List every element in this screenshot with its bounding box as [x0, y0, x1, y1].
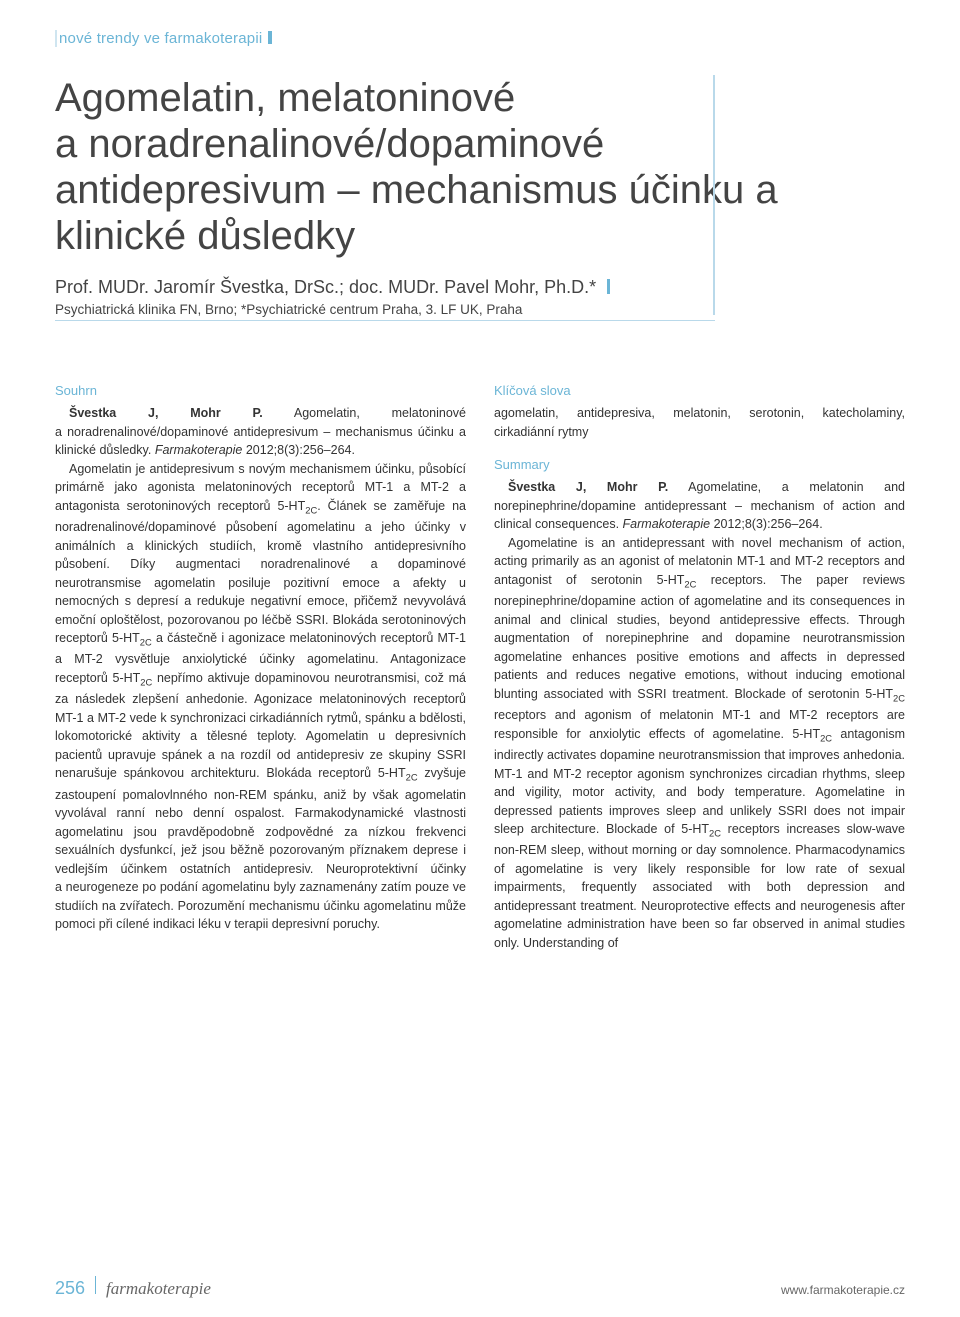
footer-url: www.farmakoterapie.cz [781, 1283, 905, 1297]
sub-2c: 2C [305, 505, 317, 515]
footer-divider-icon [95, 1276, 96, 1294]
body-part-e: zvyšuje zastoupení pomalovlnného non-REM… [55, 766, 466, 931]
author-pipe-icon [607, 279, 610, 294]
summary-citation: Švestka J, Mohr P. Agomelatine, a melato… [494, 478, 905, 534]
summary-ref: 2012;8(3):256–264. [710, 517, 823, 531]
article-title: Agomelatin, melatoninové a noradrenalino… [55, 75, 815, 259]
authors: Prof. MUDr. Jaromír Švestka, DrSc.; doc.… [55, 277, 596, 297]
sub-2c: 2C [684, 579, 696, 589]
sbody-e: receptors increases slow-wave non-REM sl… [494, 822, 905, 950]
sub-2c: 2C [820, 733, 832, 743]
body-part-b: . Článek se zaměřuje na noradrenalinové/… [55, 499, 466, 645]
page-footer: 256 farmakoterapie www.farmakoterapie.cz [55, 1276, 905, 1299]
abstract-columns: Souhrn Švestka J, Mohr P. Agomelatin, me… [55, 381, 905, 952]
section-header: nové trendy ve farmakoterapii [55, 30, 905, 47]
page-number: 256 [55, 1278, 85, 1299]
title-block: Agomelatin, melatoninové a noradrenalino… [55, 75, 905, 321]
title-vertical-rule [713, 75, 715, 315]
souhrn-citation: Švestka J, Mohr P. Agomelatin, melatonin… [55, 404, 466, 460]
sub-2c: 2C [893, 693, 905, 703]
sub-2c: 2C [709, 829, 721, 839]
author-line: Prof. MUDr. Jaromír Švestka, DrSc.; doc.… [55, 277, 905, 298]
left-column: Souhrn Švestka J, Mohr P. Agomelatin, me… [55, 381, 466, 952]
summary-heading: Summary [494, 455, 905, 474]
summary-authors: Švestka J, Mohr P. [508, 480, 668, 494]
page: nové trendy ve farmakoterapii Agomelatin… [0, 0, 960, 1317]
affiliation: Psychiatrická klinika FN, Brno; *Psychia… [55, 302, 905, 317]
sub-2c: 2C [140, 677, 152, 687]
right-column: Klíčová slova agomelatin, antidepresiva,… [494, 381, 905, 952]
souhrn-heading: Souhrn [55, 381, 466, 400]
journal-name: farmakoterapie [106, 1279, 211, 1299]
sbody-b: receptors. The paper reviews norepinephr… [494, 573, 905, 701]
keywords-text: agomelatin, antidepresiva, melatonin, se… [494, 404, 905, 441]
citation-ref: 2012;8(3):256–264. [242, 443, 355, 457]
footer-left: 256 farmakoterapie [55, 1276, 211, 1299]
title-underline [55, 320, 715, 321]
sub-2c: 2C [406, 773, 418, 783]
body-part-d: nepřímo aktivuje dopaminovou neurotransm… [55, 671, 466, 780]
souhrn-body: Agomelatin je antidepresivum s novým mec… [55, 460, 466, 934]
keywords-heading: Klíčová slova [494, 381, 905, 400]
sub-2c: 2C [140, 638, 152, 648]
sbody-d: antagonism indirectly activates dopamine… [494, 727, 905, 836]
citation-authors: Švestka J, Mohr P. [69, 406, 263, 420]
summary-body: Agomelatine is an antidepressant with no… [494, 534, 905, 953]
summary-journal: Farmakoterapie [623, 517, 711, 531]
citation-journal: Farmakoterapie [155, 443, 243, 457]
